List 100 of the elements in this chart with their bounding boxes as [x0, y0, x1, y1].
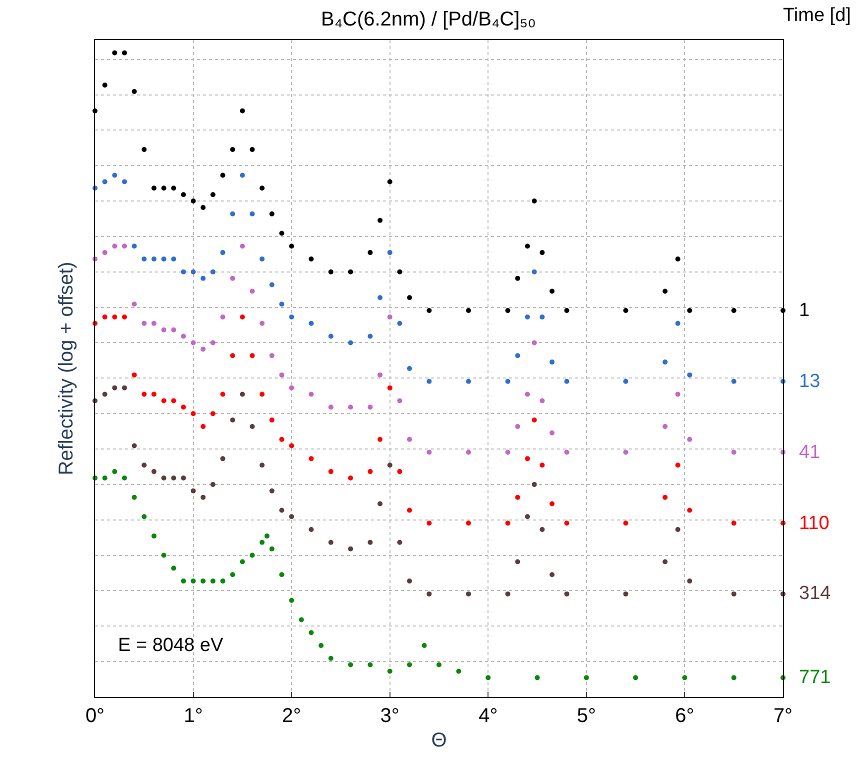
point [687, 508, 692, 513]
point [112, 50, 118, 56]
point [220, 456, 226, 462]
point [260, 186, 265, 191]
point [436, 662, 442, 668]
point [279, 302, 284, 307]
point [230, 418, 236, 423]
point [289, 314, 294, 320]
point [230, 276, 236, 281]
point [220, 250, 226, 256]
point [279, 230, 284, 236]
point [230, 211, 236, 216]
point [731, 450, 736, 455]
point [564, 591, 570, 596]
point [279, 572, 284, 578]
point [230, 572, 236, 578]
point [102, 250, 108, 256]
point [171, 327, 176, 332]
x-tick-label: 6° [675, 705, 694, 727]
series-label: 314 [799, 583, 832, 604]
point [190, 578, 196, 584]
point [564, 520, 570, 526]
point [397, 269, 402, 274]
point [550, 501, 555, 506]
point [142, 514, 147, 520]
point [171, 256, 176, 262]
point [250, 288, 255, 294]
point [731, 520, 736, 526]
point [348, 662, 354, 668]
point [731, 308, 736, 314]
point [532, 482, 537, 487]
point [328, 540, 334, 545]
point [534, 675, 540, 680]
point [466, 450, 471, 455]
point [260, 256, 265, 262]
point [466, 308, 471, 314]
point [515, 494, 520, 500]
point [348, 476, 354, 480]
point [308, 527, 314, 532]
point [180, 334, 186, 339]
point [633, 675, 638, 680]
point [142, 462, 147, 468]
point [623, 450, 628, 455]
point [132, 244, 137, 249]
point [378, 436, 383, 442]
point [308, 320, 314, 326]
point [200, 204, 206, 210]
point [151, 533, 156, 538]
point [550, 430, 555, 436]
point [308, 456, 314, 462]
point [269, 546, 274, 552]
point [387, 385, 392, 390]
point [515, 559, 520, 564]
point [122, 50, 127, 56]
point [584, 675, 589, 680]
point [122, 476, 127, 480]
x-tick-label: 3° [380, 705, 400, 727]
point [426, 450, 432, 455]
point [308, 256, 314, 262]
point [260, 462, 265, 468]
point [682, 675, 688, 680]
point [250, 552, 255, 558]
point [102, 392, 108, 397]
point [220, 392, 226, 397]
point [132, 302, 137, 307]
point [564, 450, 570, 455]
point [190, 198, 196, 204]
point [190, 488, 196, 494]
point [260, 392, 265, 397]
point [368, 662, 373, 668]
y-axis-title: Reflectivity (log + offset) [56, 262, 78, 476]
point [250, 211, 255, 216]
point [368, 250, 373, 256]
point [250, 424, 255, 429]
point [505, 591, 510, 596]
point [348, 404, 354, 410]
point [220, 172, 226, 178]
point [532, 198, 537, 204]
point [171, 186, 176, 191]
point [210, 340, 216, 346]
point [731, 378, 736, 384]
point [348, 546, 354, 552]
point [142, 320, 147, 326]
point [298, 617, 304, 622]
point [564, 378, 570, 384]
point [318, 642, 324, 648]
point [540, 398, 545, 404]
point [675, 256, 680, 262]
point [397, 320, 402, 326]
point [190, 411, 196, 416]
point [289, 385, 294, 390]
point [687, 372, 692, 378]
point [524, 392, 530, 397]
point [662, 360, 668, 365]
chart-title: B₄C(6.2nm) / [Pd/B₄C]₅₀ [321, 8, 536, 31]
annotation: E = 8048 eV [118, 635, 224, 656]
point [505, 450, 510, 455]
point [387, 314, 392, 320]
point [230, 147, 236, 152]
point [524, 456, 530, 462]
